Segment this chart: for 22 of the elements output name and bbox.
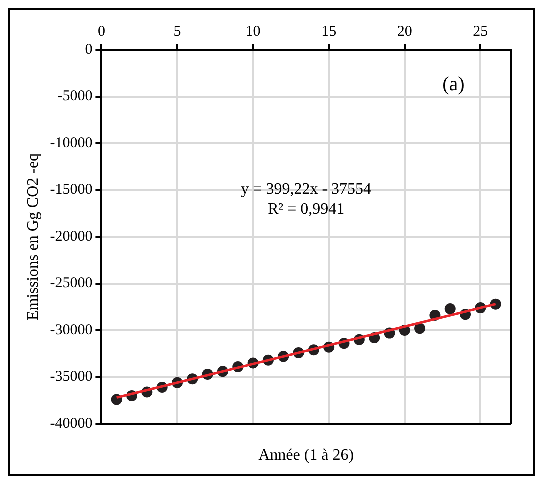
x-tick-label: 25 [473, 24, 488, 40]
annotation: y = 399,22x - 37554 [241, 181, 372, 198]
annotation: (a) [442, 73, 465, 96]
x-tick-label: 10 [246, 24, 261, 40]
x-tick-label: 5 [174, 24, 182, 40]
x-axis-title: Année (1 à 26) [258, 447, 354, 464]
x-tick-label: 20 [397, 24, 412, 40]
y-tick-label: -25000 [50, 276, 93, 292]
y-axis-title: Emissions en Gg CO2 -eq [24, 153, 42, 321]
point [444, 303, 456, 314]
x-tick-label: 15 [322, 24, 337, 40]
y-tick-label: -10000 [50, 135, 93, 152]
y-tick-label: -30000 [50, 322, 93, 338]
y-tick-label: -20000 [50, 228, 93, 245]
y-tick-label: -40000 [50, 416, 93, 432]
y-tick-label: -5000 [58, 88, 93, 105]
y-tick-label: -35000 [50, 369, 93, 386]
annotation: R² = 0,9941 [268, 201, 345, 218]
x-tick-label: 0 [98, 24, 106, 40]
y-tick-label: -15000 [50, 182, 93, 198]
y-tick-label: 0 [85, 42, 93, 58]
point [414, 323, 426, 334]
